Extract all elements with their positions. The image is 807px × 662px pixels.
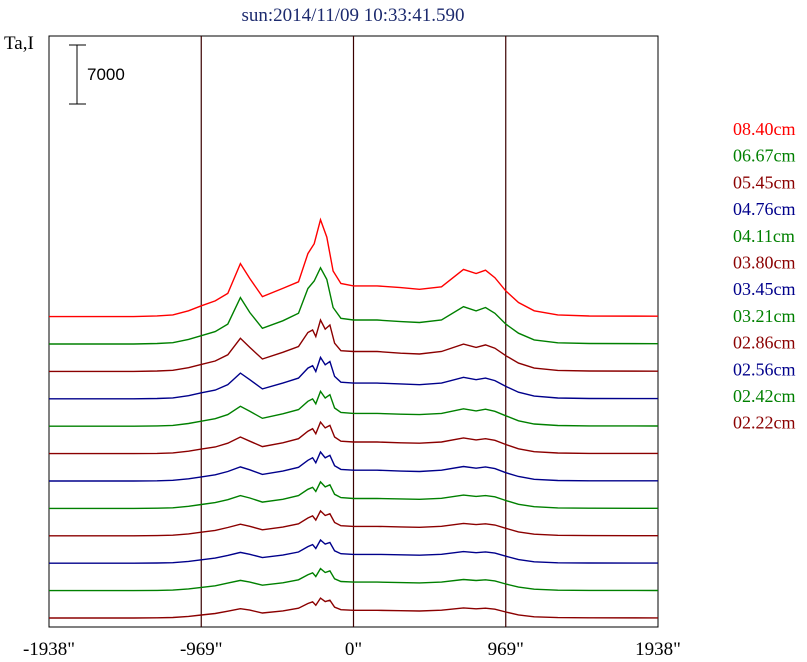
x-tick-label-0: -1938" — [23, 639, 75, 660]
series-line-9 — [49, 538, 659, 564]
series-line-10 — [49, 567, 659, 592]
series-line-6 — [49, 450, 658, 482]
series-line-3 — [49, 355, 659, 400]
limb-center-markers — [200, 36, 507, 627]
legend-entry-3: 04.76cm — [733, 199, 796, 219]
legend-entry-4: 04.11cm — [733, 226, 795, 246]
series-lines — [49, 217, 659, 619]
series-line-1 — [49, 266, 659, 345]
legend-entry-5: 03.80cm — [733, 253, 796, 273]
legend-entry-10: 02.42cm — [733, 386, 796, 406]
legend-entry-1: 06.67cm — [733, 146, 796, 166]
series-line-8 — [49, 509, 659, 537]
series-line-11 — [49, 597, 659, 619]
x-tick-label-3: 969" — [488, 639, 524, 660]
legend-entry-6: 03.45cm — [733, 279, 796, 299]
series-line-5 — [49, 420, 658, 455]
legend-entry-11: 02.22cm — [733, 413, 796, 433]
legend-entry-2: 05.45cm — [733, 172, 796, 192]
legend-entry-7: 03.21cm — [733, 306, 796, 326]
chart-title: sun:2014/11/09 10:33:41.590 — [241, 5, 464, 26]
x-tick-label-1: -969" — [180, 639, 223, 660]
y-axis-label: Ta,I — [4, 33, 34, 54]
x-axis-ticks: -1938" -969" 0" 969" 1938" — [23, 639, 681, 660]
x-tick-label-2: 0" — [345, 639, 362, 660]
legend-entry-0: 08.40cm — [733, 119, 796, 139]
intensity-scale-bar: 7000 — [69, 44, 125, 105]
series-line-2 — [49, 318, 659, 373]
legend-entry-9: 02.56cm — [733, 359, 796, 379]
legend: 08.40cm 06.67cm 05.45cm 04.76cm 04.11cm 03.80… — [733, 119, 796, 433]
x-tick-label-4: 1938" — [635, 639, 681, 660]
series-line-0 — [49, 217, 659, 318]
series-line-4 — [49, 389, 659, 427]
legend-entry-8: 02.86cm — [733, 333, 796, 353]
scale-bar-label: 7000 — [87, 65, 125, 84]
series-line-7 — [49, 480, 659, 510]
